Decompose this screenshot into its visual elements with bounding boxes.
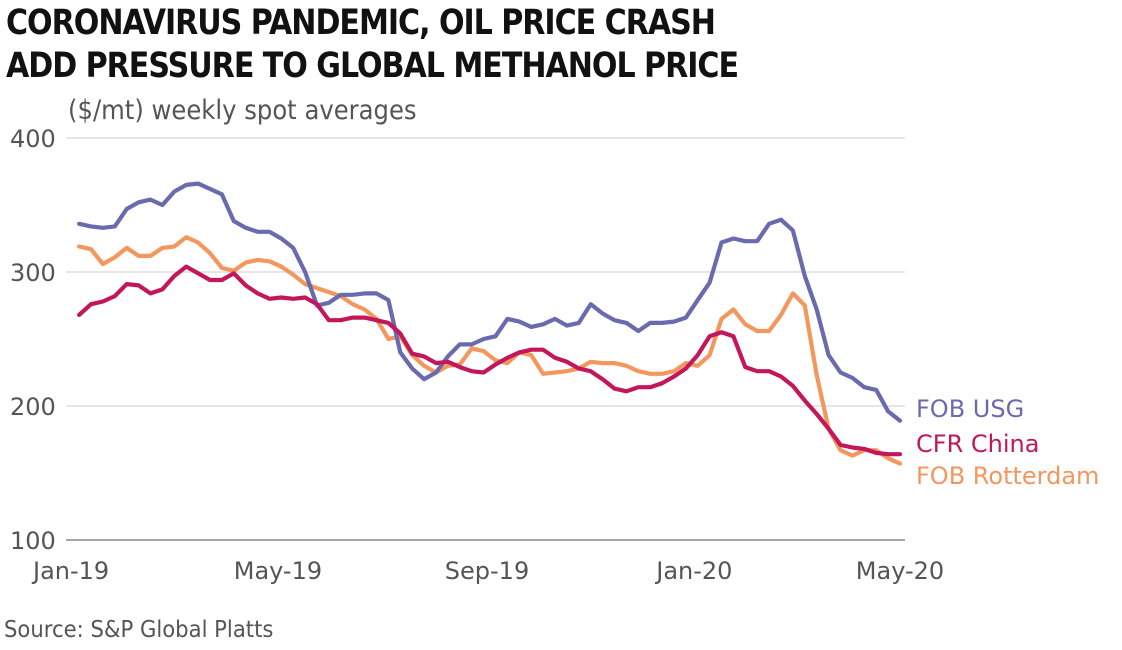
- chart-title: CORONAVIRUS PANDEMIC, OIL PRICE CRASH AD…: [6, 2, 739, 88]
- gridlines: [66, 137, 905, 541]
- series-lines: [76, 181, 903, 466]
- chart-title-line2: ADD PRESSURE TO GLOBAL METHANOL PRICE: [6, 46, 739, 86]
- y-axis-ticks: 100 200 300 400: [10, 125, 56, 555]
- series-label-fob-rotterdam: FOB Rotterdam: [916, 462, 1099, 490]
- x-tick-label: May-19: [234, 557, 322, 585]
- series-labels: FOB USG CFR China FOB Rotterdam: [916, 395, 1099, 490]
- y-tick-label: 300: [10, 259, 56, 287]
- y-tick-label: 400: [10, 125, 56, 153]
- series-label-cfr-china: CFR China: [916, 430, 1039, 458]
- series-label-fob-usg: FOB USG: [916, 395, 1024, 423]
- chart-title-line1: CORONAVIRUS PANDEMIC, OIL PRICE CRASH: [6, 3, 716, 43]
- y-axis-unit-label: ($/mt) weekly spot averages: [68, 95, 417, 126]
- x-axis-ticks: Jan-19 May-19 Sep-19 Jan-20 May-20: [31, 557, 944, 585]
- y-tick-label: 200: [10, 393, 56, 421]
- x-tick-label: May-20: [856, 557, 944, 585]
- series-line-fob-usg: [76, 181, 903, 423]
- source-note: Source: S&P Global Platts: [4, 617, 274, 643]
- series-line-cfr-china: [76, 264, 903, 457]
- x-tick-label: Jan-20: [654, 557, 732, 585]
- y-tick-label: 100: [10, 527, 56, 555]
- x-tick-label: Sep-19: [445, 557, 529, 585]
- series-line-fob-rotterdam: [76, 235, 903, 466]
- x-tick-label: Jan-19: [31, 557, 109, 585]
